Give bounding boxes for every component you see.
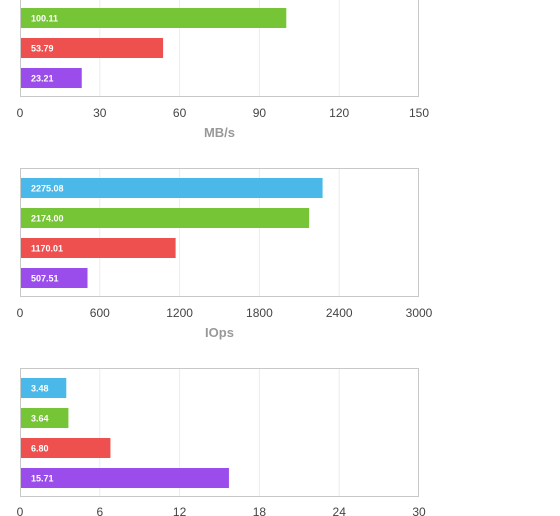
bar — [21, 8, 287, 28]
bar-value-label: 3.48 — [31, 384, 49, 394]
bar-value-label: 507.51 — [31, 274, 59, 284]
chart-2: 2275.08 2174.00 1170.01 507.51 0 600 1200 1800 2… — [17, 168, 433, 340]
bar — [21, 38, 164, 58]
bar-value-label: 2174.00 — [31, 214, 64, 224]
bar — [21, 378, 67, 398]
plot-frame — [20, 0, 419, 97]
x-tick-label: 30 — [93, 106, 107, 120]
bar-value-label: 15.71 — [31, 474, 54, 484]
x-tick-label: 6 — [96, 505, 103, 516]
x-tick-label: 0 — [17, 505, 24, 516]
x-tick-label: 120 — [329, 106, 349, 120]
bar — [21, 238, 176, 258]
x-tick-label: 30 — [412, 505, 426, 516]
x-tick-label: 150 — [409, 106, 429, 120]
bar-value-label: 53.79 — [31, 44, 54, 54]
chart-3: 3.48 3.64 6.80 15.71 0 6 12 18 24 30 — [17, 368, 426, 516]
bar — [21, 268, 88, 288]
x-axis-title: IOps — [205, 325, 234, 340]
bar-value-label: 23.21 — [31, 74, 54, 84]
x-tick-label: 0 — [17, 106, 24, 120]
x-tick-label: 1800 — [246, 306, 273, 320]
x-tick-label: 90 — [253, 106, 267, 120]
bar — [21, 438, 111, 458]
bar-value-label: 3.64 — [31, 414, 49, 424]
x-tick-label: 12 — [173, 505, 187, 516]
x-tick-label: 1200 — [166, 306, 193, 320]
x-tick-label: 18 — [253, 505, 267, 516]
x-tick-label: 0 — [17, 306, 24, 320]
bar-value-label: 1170.01 — [31, 244, 63, 254]
x-tick-label: 24 — [333, 505, 347, 516]
bar — [21, 468, 229, 488]
bar-value-label: 100.11 — [31, 14, 58, 24]
plot-frame — [20, 368, 419, 497]
bar-value-label: 2275.08 — [31, 184, 64, 194]
bar — [21, 208, 310, 228]
plot-frame — [20, 168, 419, 297]
bar — [21, 178, 323, 198]
x-tick-label: 2400 — [326, 306, 353, 320]
x-tick-label: 60 — [173, 106, 187, 120]
chart-1: 100.11 53.79 23.21 0 30 60 90 120 150 MB/s — [17, 0, 429, 140]
bar — [21, 68, 82, 88]
x-tick-label: 3000 — [406, 306, 433, 320]
bar — [21, 408, 69, 428]
bar-value-label: 6.80 — [31, 444, 49, 454]
x-axis-title: MB/s — [204, 125, 235, 140]
x-tick-label: 600 — [90, 306, 110, 320]
